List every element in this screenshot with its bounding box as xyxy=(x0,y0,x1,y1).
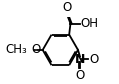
Text: O: O xyxy=(63,1,72,14)
Text: O: O xyxy=(32,43,41,56)
Text: O: O xyxy=(75,69,85,82)
Text: OH: OH xyxy=(80,17,98,30)
Text: CH₃: CH₃ xyxy=(6,43,27,56)
Text: N: N xyxy=(75,53,85,66)
Text: O: O xyxy=(89,53,99,66)
